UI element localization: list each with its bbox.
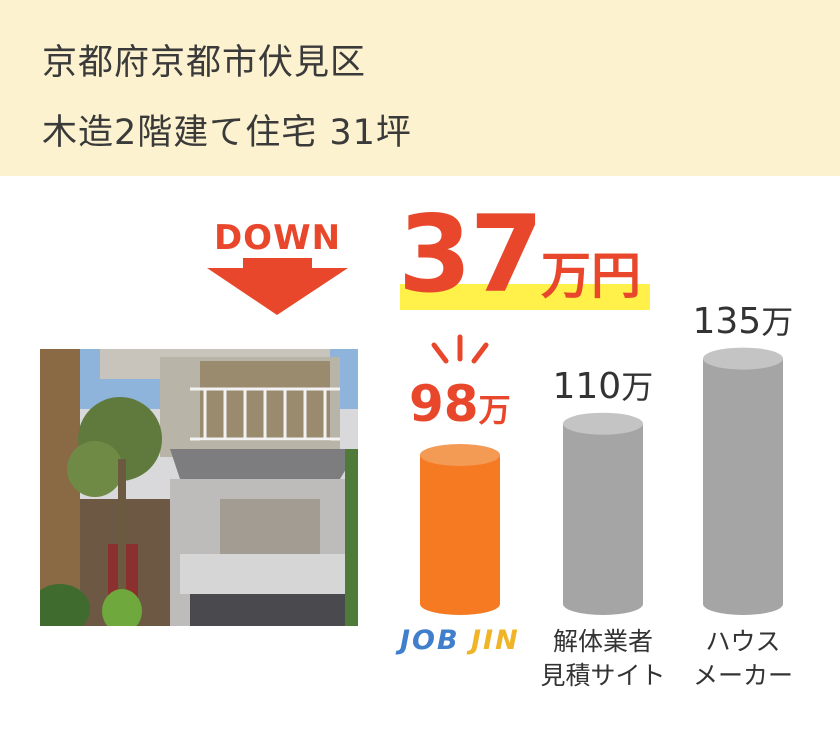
category-label-2: 解体業者 見積サイト [541,625,666,693]
bar-value-label-3: 135万 [693,297,794,343]
location-title: 京都府京都市伏見区 [42,43,367,83]
value-unit: 万 [761,302,794,341]
category-label-line: メーカー [693,661,794,690]
category-label-line: ハウス [705,627,781,656]
value-number: 98 [409,375,479,433]
category-label-3: ハウス メーカー [693,625,793,693]
header-banner: 京都府京都市伏見区 木造2階建て住宅 31坪 [0,0,840,176]
savings-unit: 万円 [541,247,641,305]
category-label-line: 見積サイト [540,661,666,690]
house-photo [40,349,358,626]
savings-amount: 37 万円 [398,196,658,316]
jobjin-logo: JOB JIN [400,625,520,656]
bar-value-label-1: 98万 [409,375,511,433]
savings-value: 37 [398,193,544,316]
down-badge: DOWN [205,218,350,315]
building-description: 木造2階建て住宅 31坪 [42,113,412,153]
highlight-band [400,284,650,310]
value-unit: 万 [621,367,654,406]
logo-part-1: JOB [400,625,471,656]
bar-3 [703,347,783,615]
down-label: DOWN [213,218,342,258]
bar-2 [563,412,643,615]
value-number: 135 [692,300,762,342]
logo-part-2: JIN [470,625,520,656]
value-unit: 万 [478,391,511,429]
category-label-line: 解体業者 [553,627,654,656]
value-number: 110 [552,365,622,407]
down-arrow-icon [207,258,348,315]
burst-mark-3 [471,342,489,364]
burst-mark-1 [431,342,449,364]
bar-value-label-2: 110万 [553,362,654,408]
house-illustration-icon [40,349,358,626]
bar-1 [420,444,500,615]
